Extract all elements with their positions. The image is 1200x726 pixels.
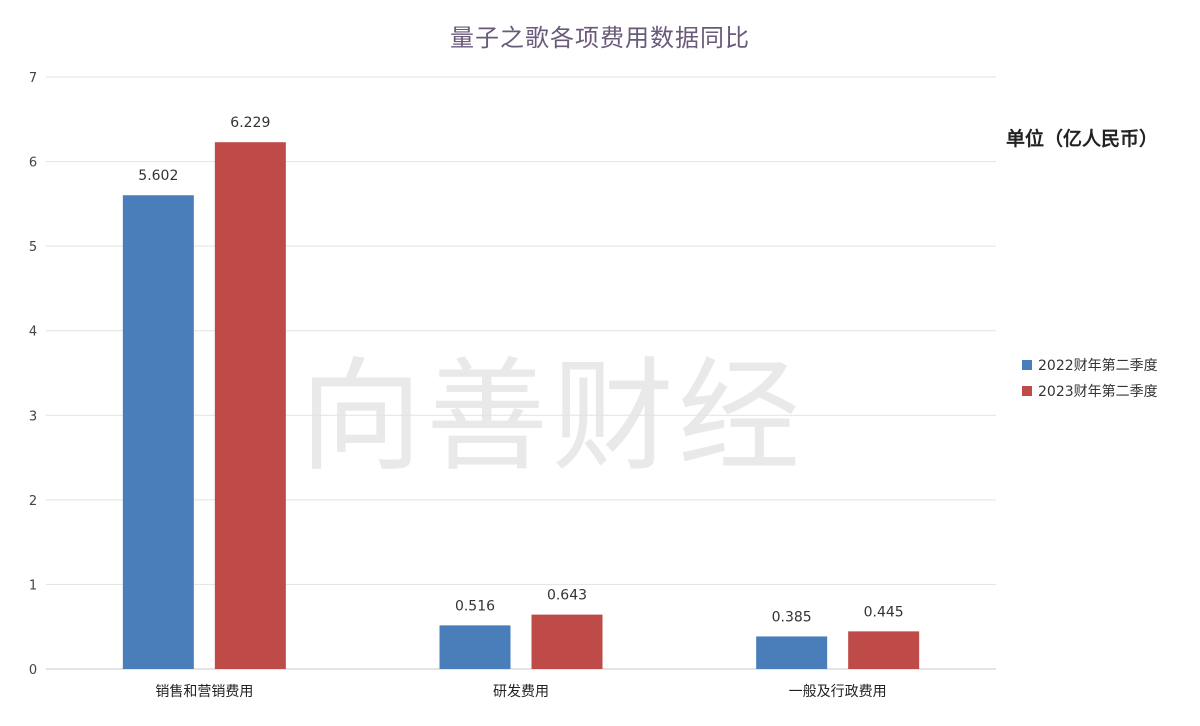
y-tick-label: 6: [29, 156, 37, 171]
category-label: 销售和营销费用: [155, 684, 253, 700]
bar: [531, 614, 603, 669]
y-tick-label: 4: [29, 325, 37, 340]
y-tick-label: 3: [29, 409, 37, 424]
data-label: 6.229: [230, 115, 270, 131]
y-tick-label: 1: [29, 578, 37, 593]
legend: 2022财年第二季度 2023财年第二季度: [1022, 352, 1158, 404]
watermark: 向善财经: [300, 346, 804, 488]
data-label: 0.516: [455, 598, 495, 614]
legend-swatch-2022: [1022, 360, 1032, 370]
data-label: 5.602: [138, 168, 178, 184]
legend-label-2023: 2023财年第二季度: [1038, 384, 1158, 400]
legend-item-2023: 2023财年第二季度: [1022, 378, 1158, 404]
legend-label-2022: 2022财年第二季度: [1038, 358, 1158, 374]
data-label: 0.385: [772, 609, 812, 625]
y-tick-label: 5: [29, 240, 37, 255]
bar: [756, 636, 828, 669]
legend-swatch-2023: [1022, 386, 1032, 396]
category-label: 研发费用: [493, 684, 549, 700]
bar: [848, 631, 920, 669]
data-label: 0.445: [864, 604, 904, 620]
bar: [122, 195, 194, 670]
legend-item-2022: 2022财年第二季度: [1022, 352, 1158, 378]
y-tick-label: 7: [29, 71, 37, 86]
unit-label: 单位（亿人民币）: [1006, 128, 1159, 150]
category-label: 一般及行政费用: [789, 684, 887, 700]
y-tick-label: 0: [29, 663, 37, 678]
bar: [214, 142, 286, 669]
data-label: 0.643: [547, 588, 587, 604]
bar: [439, 625, 511, 669]
chart-title: 量子之歌各项费用数据同比: [450, 24, 750, 52]
y-tick-label: 2: [29, 494, 37, 509]
